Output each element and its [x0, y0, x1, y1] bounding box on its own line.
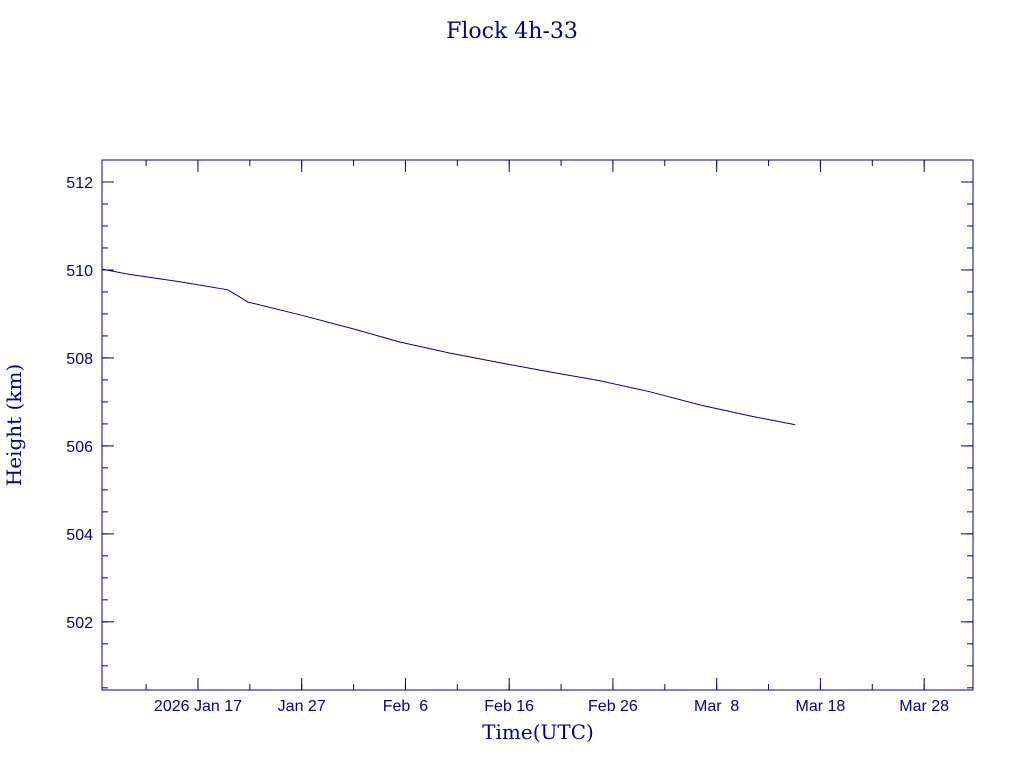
y-tick-label: 508	[66, 351, 93, 368]
y-tick-label: 510	[66, 263, 93, 280]
x-tick-label: 2026 Jan 17	[154, 698, 242, 715]
x-axis-label: Time(UTC)	[482, 720, 594, 744]
plot-frame	[101, 159, 974, 691]
series-line	[101, 268, 796, 426]
y-axis-label: Height (km)	[2, 364, 26, 486]
x-tick-label: Feb 26	[588, 698, 638, 715]
axis-ticks	[102, 159, 973, 690]
y-tick-label: 504	[66, 527, 93, 544]
x-tick-label: Mar 8	[694, 698, 739, 715]
y-tick-label: 506	[66, 439, 93, 456]
x-tick-label: Feb 6	[383, 698, 428, 715]
x-tick-label: Mar 18	[796, 698, 846, 715]
tick-labels: 2026 Jan 17 Jan 27 Feb 6 Feb 16 Feb 26 Mar 8 M…	[66, 175, 949, 715]
chart-title: Flock 4h-33	[446, 19, 578, 44]
y-tick-label: 512	[66, 175, 93, 192]
x-tick-label: Jan 27	[278, 698, 326, 715]
x-tick-label: Mar 28	[899, 698, 949, 715]
y-tick-label: 502	[66, 615, 93, 632]
x-tick-label: Feb 16	[484, 698, 534, 715]
